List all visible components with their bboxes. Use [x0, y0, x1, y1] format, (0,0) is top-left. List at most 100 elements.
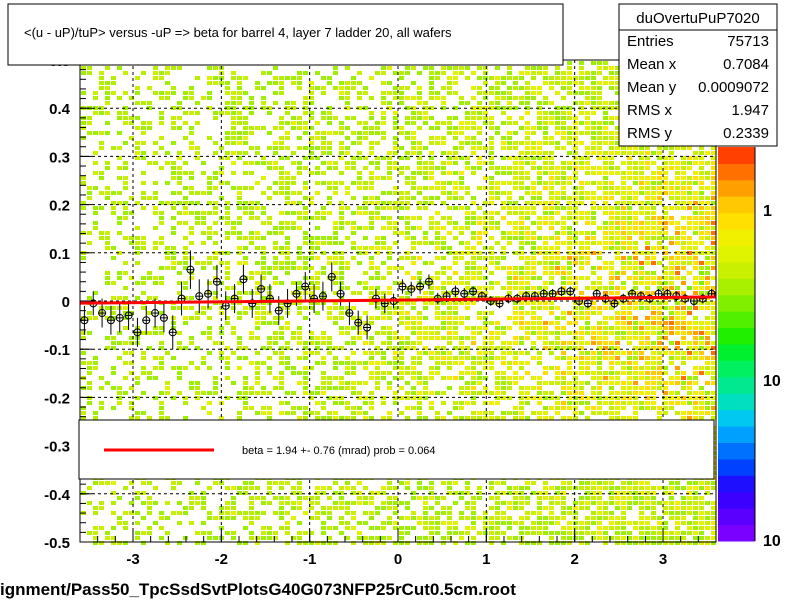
x-tick-label: 3 [659, 551, 667, 568]
palette-swatch [718, 212, 755, 230]
profile-point [424, 277, 433, 286]
y-tick-label: 0.4 [49, 101, 71, 118]
profile-point [301, 282, 310, 291]
palette-swatch [718, 294, 755, 312]
y-tick-label: 0.2 [49, 198, 70, 215]
profile-point [557, 287, 566, 296]
palette-swatch [718, 393, 755, 411]
palette-label: 1 [763, 203, 772, 220]
palette-swatch [718, 508, 755, 526]
profile-point [124, 311, 133, 320]
profile-point [195, 292, 204, 301]
profile-point [336, 289, 345, 298]
palette-swatch [718, 376, 755, 394]
palette-swatch [718, 524, 755, 542]
profile-point [274, 306, 283, 315]
legend-text: beta = 1.94 +- 0.76 (mrad) prob = 0.064 [242, 445, 436, 457]
palette-swatch [718, 442, 755, 460]
color-palette: 1 10 10 [718, 147, 781, 550]
profile-point [204, 289, 213, 298]
palette-label: 10 [763, 373, 781, 390]
y-tick-label: -0.4 [44, 487, 71, 504]
profile-point [354, 318, 363, 327]
palette-swatch [718, 327, 755, 345]
stats-box: duOvertuPuP7020 Entries 75713 Mean x 0.7… [618, 3, 778, 147]
stats-value-rms-x: 1.947 [731, 102, 769, 119]
profile-point [168, 328, 177, 337]
stats-label-rms-x: RMS x [627, 102, 673, 119]
profile-point [610, 299, 619, 308]
profile-point [398, 282, 407, 291]
y-tick-label: -0.3 [44, 439, 70, 456]
profile-point [151, 309, 160, 318]
x-tick-label: 2 [570, 551, 578, 568]
y-tick-label: 0 [62, 294, 70, 311]
plot-title: <(u - uP)/tuP> versus -uP => beta for ba… [24, 25, 452, 40]
palette-swatch [718, 458, 755, 476]
footer-filename: ignment/Pass50_TpcSsdSvtPlotsG40G073NFP2… [0, 580, 516, 599]
profile-point [451, 287, 460, 296]
x-axis: -3 -2 -1 0 1 2 3 [79, 530, 717, 568]
palette-swatch [718, 475, 755, 493]
palette-label: 10 [763, 533, 781, 550]
profile-point [371, 294, 380, 303]
profile-points [80, 250, 716, 350]
profile-point [98, 309, 107, 318]
profile-point [469, 287, 478, 296]
palette-swatch [718, 229, 755, 246]
palette-swatch [718, 311, 755, 329]
title-box [7, 3, 564, 66]
profile-point [292, 289, 301, 298]
y-tick-label: 0.1 [49, 246, 70, 263]
palette-swatch [718, 147, 755, 164]
palette-swatch [718, 163, 755, 181]
stats-value-rms-y: 0.2339 [723, 125, 769, 142]
profile-point [698, 294, 707, 303]
stats-label-mean-y: Mean y [627, 79, 677, 96]
stats-label-mean-x: Mean x [627, 56, 677, 73]
profile-point [460, 289, 469, 298]
profile-point [248, 299, 257, 308]
palette-swatch [718, 360, 755, 378]
stats-value-mean-x: 0.7084 [723, 56, 769, 73]
profile-point [257, 284, 266, 293]
palette-swatch [718, 179, 755, 197]
stats-label-rms-y: RMS y [627, 125, 673, 142]
profile-point [142, 316, 151, 325]
palette-swatch [718, 426, 755, 443]
x-tick-label: 0 [394, 551, 402, 568]
profile-point [186, 265, 195, 274]
stats-value-mean-y: 0.0009072 [698, 79, 769, 96]
palette-swatch [718, 491, 755, 509]
profile-point [486, 297, 495, 305]
palette-swatch [718, 409, 755, 427]
profile-point [115, 313, 124, 322]
profile-point [212, 277, 221, 286]
y-axis: -0.5-0.4-0.3-0.2-0.100.10.20.30.40.5 [44, 53, 92, 552]
profile-point [327, 272, 336, 281]
profile-point [566, 287, 575, 296]
profile-point [159, 313, 168, 322]
profile-point [416, 282, 425, 291]
x-tick-label: -3 [126, 551, 139, 568]
fit-line [79, 295, 717, 305]
profile-point [345, 309, 354, 318]
profile-point [133, 328, 142, 337]
y-tick-label: -0.5 [44, 535, 70, 552]
stats-value-entries: 75713 [727, 33, 769, 50]
palette-swatch [718, 245, 755, 263]
x-tick-label: -2 [215, 551, 228, 568]
palette-swatch [718, 344, 755, 361]
stats-label-entries: Entries [627, 33, 674, 50]
palette-swatch [718, 261, 755, 279]
y-tick-label: -0.1 [44, 342, 70, 359]
profile-point [583, 299, 592, 308]
y-tick-label: 0.3 [49, 149, 70, 166]
palette-swatch [718, 278, 755, 296]
y-tick-label: -0.2 [44, 390, 70, 407]
profile-point [407, 284, 416, 293]
stats-name: duOvertuPuP7020 [636, 10, 759, 27]
fit-legend: beta = 1.94 +- 0.76 (mrad) prob = 0.064 [78, 419, 715, 480]
profile-point [106, 316, 115, 325]
